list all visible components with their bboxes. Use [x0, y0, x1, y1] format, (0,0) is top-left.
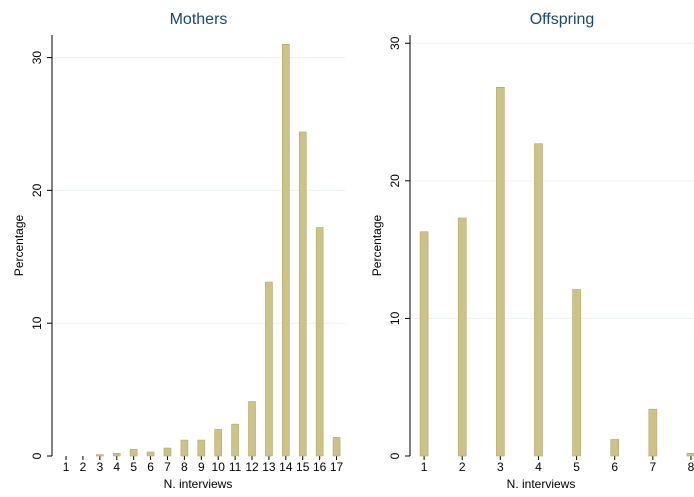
y-axis-label: Percentage [370, 214, 384, 276]
bar [332, 437, 341, 457]
bar [686, 452, 694, 457]
bar [572, 289, 581, 457]
y-tick-label: 20 [30, 183, 44, 197]
x-tick-label: 15 [296, 460, 310, 474]
bar [648, 408, 658, 457]
x-tick-label: 13 [262, 460, 276, 474]
bar [534, 143, 543, 457]
chart-title: Mothers [170, 11, 228, 28]
x-tick-label: 2 [459, 460, 466, 474]
bar [112, 453, 121, 457]
x-tick-label: 9 [198, 460, 205, 474]
bar [96, 454, 104, 457]
x-tick-label: 12 [245, 460, 259, 474]
bar [315, 227, 324, 457]
bar [248, 401, 256, 457]
x-tick-label: 3 [97, 460, 104, 474]
x-tick-label: 3 [497, 460, 504, 474]
y-tick-label: 30 [388, 36, 402, 50]
x-axis-label: N. interviews [164, 477, 233, 491]
x-tick-label: 5 [573, 460, 580, 474]
bar [457, 217, 467, 457]
x-tick-label: 14 [279, 460, 293, 474]
x-tick-label: 1 [63, 460, 70, 474]
bar [265, 281, 273, 457]
y-tick-label: 10 [30, 316, 44, 330]
y-axis-label: Percentage [12, 214, 26, 276]
bar [197, 439, 206, 457]
x-tick-label: 11 [229, 460, 242, 474]
x-tick-label: 8 [688, 460, 694, 474]
x-tick-label: 4 [113, 460, 120, 474]
x-axis-label: N. interviews [507, 477, 576, 491]
y-tick-label: 20 [388, 174, 402, 188]
x-tick-label: 7 [649, 460, 656, 474]
x-tick-label: 16 [313, 460, 327, 474]
y-tick-label: 0 [30, 452, 44, 459]
x-tick-label: 6 [147, 460, 154, 474]
bar [180, 439, 189, 457]
x-tick-label: 5 [130, 460, 137, 474]
bar [214, 429, 222, 457]
bar [146, 451, 155, 457]
x-tick-label: 2 [80, 460, 87, 474]
x-tick-label: 8 [181, 460, 188, 474]
chart-title: Offspring [530, 11, 595, 28]
y-tick-label: 0 [388, 452, 402, 459]
x-tick-label: 1 [421, 460, 428, 474]
bar [282, 43, 290, 457]
bar [419, 231, 429, 457]
bar [129, 449, 138, 457]
bar [610, 439, 620, 457]
x-tick-label: 7 [164, 460, 171, 474]
y-tick-label: 10 [388, 311, 402, 325]
bar [231, 423, 239, 457]
x-tick-label: 17 [330, 460, 344, 474]
x-tick-label: 10 [212, 460, 226, 474]
bar [163, 447, 172, 457]
x-tick-label: 4 [535, 460, 542, 474]
bar [298, 131, 307, 457]
y-tick-label: 30 [30, 51, 44, 65]
bar [496, 86, 505, 457]
x-tick-label: 6 [611, 460, 618, 474]
